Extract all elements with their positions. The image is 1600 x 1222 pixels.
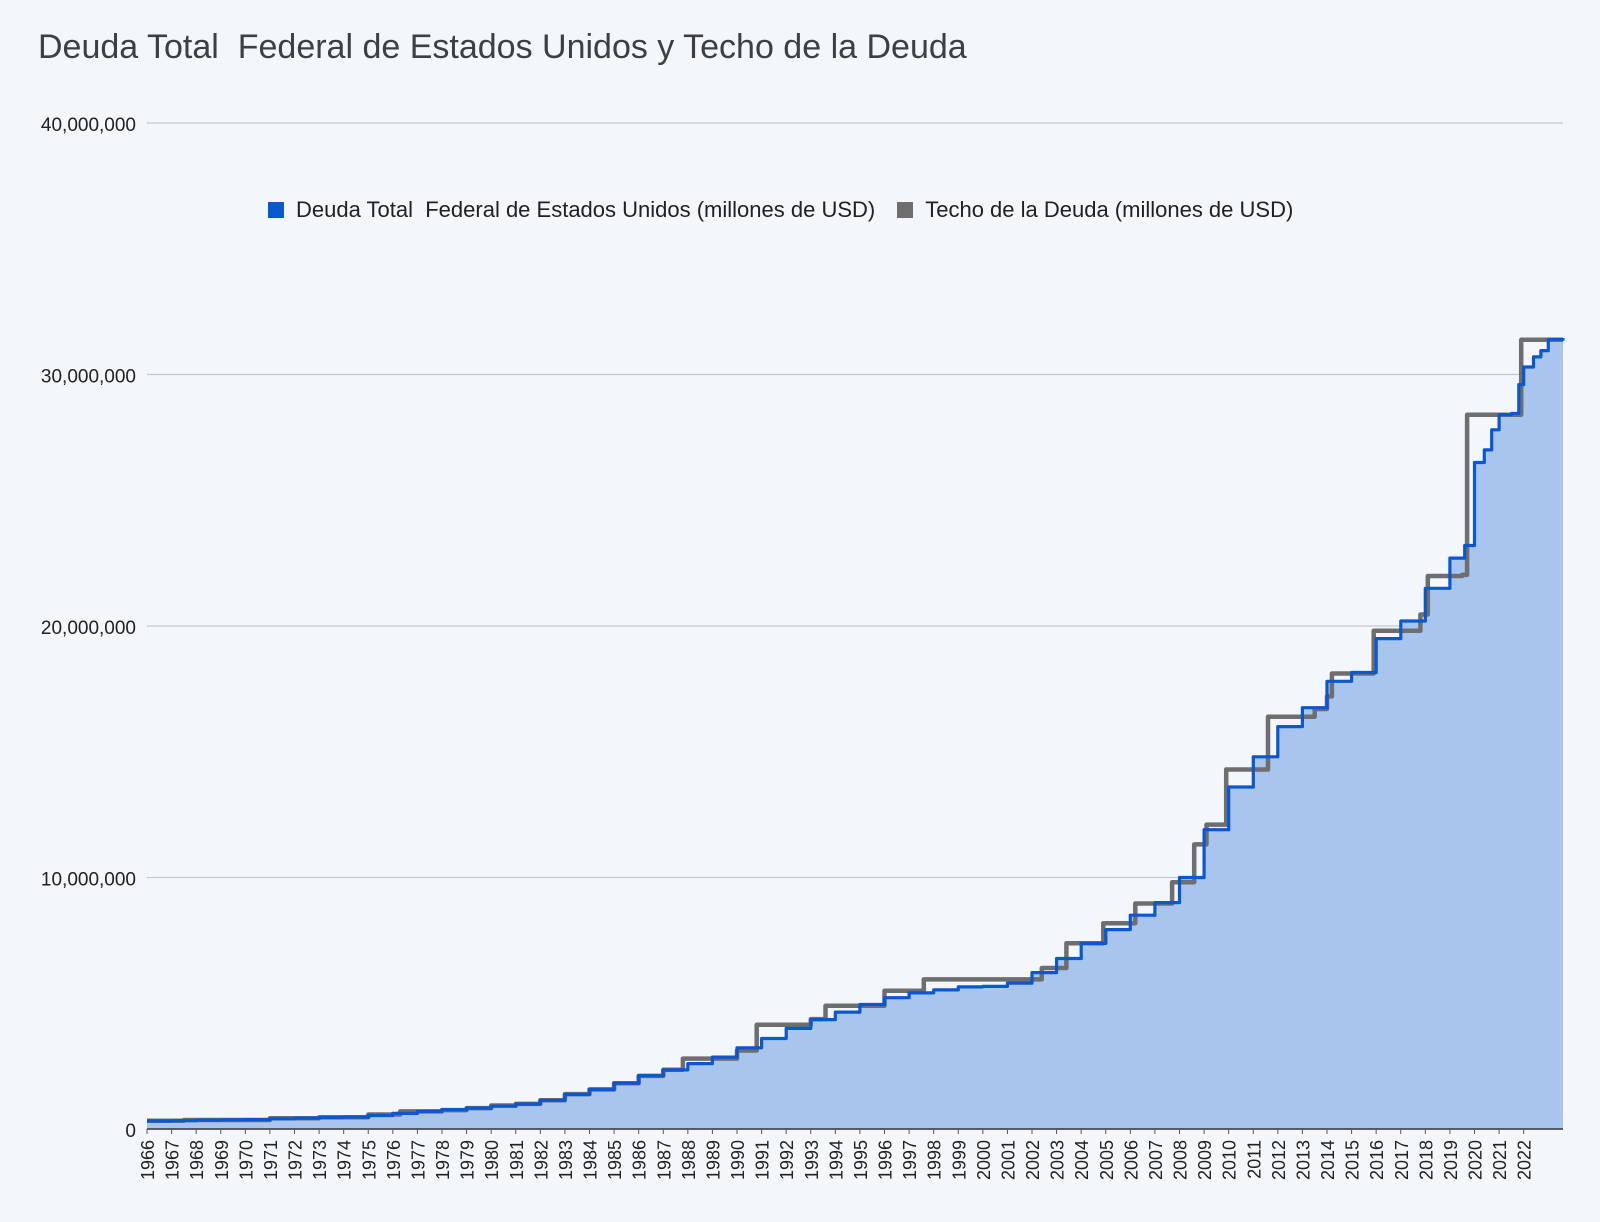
x-tick-label: 1993 xyxy=(802,1140,822,1180)
x-tick-label: 1988 xyxy=(679,1140,699,1180)
x-tick-label: 1995 xyxy=(851,1140,871,1180)
x-tick-label: 2022 xyxy=(1515,1140,1535,1180)
x-tick-label: 1987 xyxy=(654,1140,674,1180)
x-tick-label: 1974 xyxy=(335,1140,355,1180)
x-tick-label: 2019 xyxy=(1441,1140,1461,1180)
x-tick-label: 1979 xyxy=(458,1140,478,1180)
y-tick-label: 0 xyxy=(125,1121,136,1142)
chart-title: Deuda Total Federal de Estados Unidos y … xyxy=(38,28,967,66)
x-tick-label: 1969 xyxy=(212,1140,232,1180)
x-tick-label: 2020 xyxy=(1466,1140,1486,1180)
legend-swatch-debt xyxy=(268,202,284,218)
x-tick-label: 2018 xyxy=(1416,1140,1436,1180)
legend-item-debt[interactable]: Deuda Total Federal de Estados Unidos (m… xyxy=(268,197,875,223)
y-tick-label: 40,000,000 xyxy=(41,115,136,136)
x-tick-label: 1990 xyxy=(728,1140,748,1180)
legend: Deuda Total Federal de Estados Unidos (m… xyxy=(268,197,1315,223)
x-tick-label: 2016 xyxy=(1367,1140,1387,1180)
x-tick-label: 2007 xyxy=(1146,1140,1166,1180)
x-tick-label: 2013 xyxy=(1293,1140,1313,1180)
x-tick-label: 1980 xyxy=(482,1140,502,1180)
x-tick-label: 1977 xyxy=(408,1140,428,1180)
x-tick-label: 1970 xyxy=(236,1140,256,1180)
legend-swatch-ceiling xyxy=(897,202,914,218)
x-tick-label: 2011 xyxy=(1244,1140,1264,1179)
debt-line[interactable] xyxy=(147,337,1565,1123)
x-tick-label: 1983 xyxy=(556,1140,576,1180)
x-tick-label: 1973 xyxy=(310,1140,330,1180)
y-tick-label: 30,000,000 xyxy=(41,367,136,388)
x-tick-label: 1972 xyxy=(286,1140,306,1180)
x-tick-label: 1994 xyxy=(826,1140,846,1180)
x-tick-label: 2005 xyxy=(1097,1140,1117,1180)
x-tick-label: 2012 xyxy=(1269,1140,1289,1180)
x-tick-label: 1999 xyxy=(949,1140,969,1180)
x-tick-label: 1968 xyxy=(187,1140,207,1180)
legend-item-ceiling[interactable]: Techo de la Deuda (millones de USD) xyxy=(897,197,1293,223)
x-tick-label: 1975 xyxy=(359,1140,379,1180)
debt-area xyxy=(147,338,1563,1129)
x-tick-label: 2008 xyxy=(1171,1140,1191,1180)
y-tick-label: 20,000,000 xyxy=(41,618,136,639)
x-tick-label: 1991 xyxy=(753,1140,773,1180)
x-tick-label: 2000 xyxy=(974,1140,994,1180)
x-tick-label: 2015 xyxy=(1343,1140,1363,1180)
x-tick-label: 1971 xyxy=(261,1140,281,1180)
x-tick-label: 1981 xyxy=(507,1140,527,1180)
x-tick-label: 2003 xyxy=(1048,1140,1068,1180)
y-tick-label: 10,000,000 xyxy=(41,870,136,891)
x-tick-label: 2010 xyxy=(1220,1140,1240,1180)
x-tick-label: 2006 xyxy=(1121,1140,1141,1180)
x-tick-label: 1997 xyxy=(900,1140,920,1180)
series-layer xyxy=(147,337,1565,1129)
x-tick-label: 1998 xyxy=(925,1140,945,1180)
x-tick-label: 1989 xyxy=(703,1140,723,1180)
x-tick-label: 1966 xyxy=(138,1140,158,1180)
legend-label-debt: Deuda Total Federal de Estados Unidos (m… xyxy=(296,197,876,222)
x-tick-label: 2017 xyxy=(1392,1140,1412,1180)
x-tick-label: 2021 xyxy=(1490,1140,1510,1180)
x-tick-label: 2014 xyxy=(1318,1140,1338,1180)
x-tick-label: 1976 xyxy=(384,1140,404,1180)
x-tick-label: 2001 xyxy=(998,1140,1018,1180)
x-tick-label: 1967 xyxy=(163,1140,183,1180)
x-tick-label: 2002 xyxy=(1023,1140,1043,1180)
x-tick-label: 2009 xyxy=(1195,1140,1215,1180)
x-tick-label: 1982 xyxy=(531,1140,551,1180)
x-tick-label: 2004 xyxy=(1072,1140,1092,1180)
x-tick-label: 1992 xyxy=(777,1140,797,1180)
x-tick-label: 1984 xyxy=(581,1140,601,1180)
x-tick-label: 1986 xyxy=(630,1140,650,1180)
legend-label-ceiling: Techo de la Deuda (millones de USD) xyxy=(925,197,1294,222)
x-tick-label: 1978 xyxy=(433,1140,453,1180)
axes: 0 10,000,000 20,000,000 30,000,000 40,000,00… xyxy=(41,115,1563,1180)
x-tick-label: 1985 xyxy=(605,1140,625,1180)
x-tick-label: 1996 xyxy=(876,1140,896,1180)
